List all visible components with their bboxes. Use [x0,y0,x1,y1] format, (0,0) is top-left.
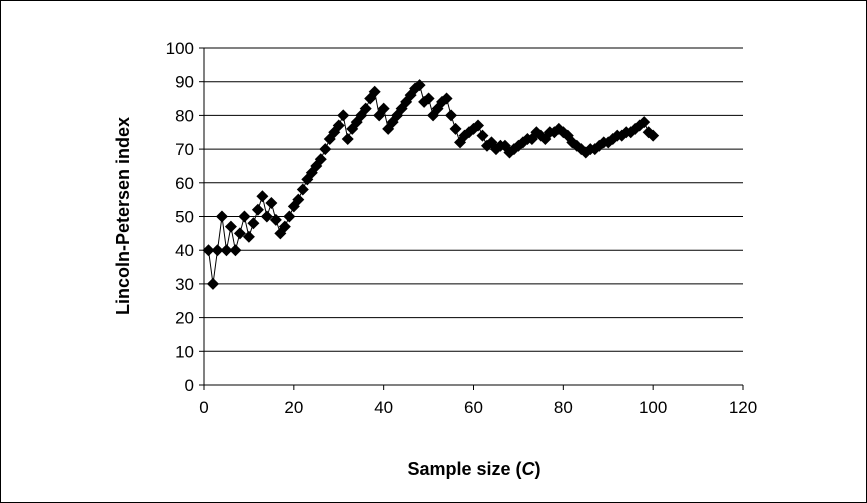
y-tick-label-90: 90 [175,73,194,92]
data-point-68 [503,146,516,159]
data-point-12 [251,203,264,216]
data-point-5 [220,244,233,257]
data-point-21 [292,193,305,206]
data-point-54 [440,92,453,105]
data-point-1 [202,244,215,257]
data-point-15 [265,197,278,210]
x-tick-label-60: 60 [464,398,483,417]
data-point-14 [260,210,273,223]
data-point-8 [233,227,246,240]
y-tick-label-100: 100 [166,39,194,58]
data-point-55 [445,109,458,122]
data-point-19 [283,210,296,223]
y-tick-label-80: 80 [175,106,194,125]
data-point-79 [552,122,565,135]
y-tick-label-10: 10 [175,342,194,361]
x-tick-label-0: 0 [199,398,208,417]
data-point-56 [449,122,462,135]
data-point-7 [229,244,242,257]
data-point-26 [314,153,327,166]
data-point-27 [319,143,332,156]
data-point-38 [368,85,381,98]
x-axis-title: Sample size (C) [407,459,540,479]
data-point-30 [332,119,345,132]
y-tick-label-20: 20 [175,309,194,328]
data-point-3 [211,244,224,257]
data-point-31 [337,109,350,122]
data-point-18 [278,220,291,233]
y-tick-label-70: 70 [175,140,194,159]
data-point-36 [359,102,372,115]
y-tick-labels: 0 10 20 30 40 50 60 70 80 90 100 [166,39,194,395]
y-tick-label-60: 60 [175,174,194,193]
data-point-16 [269,213,282,226]
data-point-4 [215,210,228,223]
gridlines [204,47,743,352]
data-point-100 [647,129,660,142]
axes [199,47,744,390]
y-tick-label-40: 40 [175,241,194,260]
x-tick-labels: 0 20 40 60 80 100 120 [199,398,757,417]
data-point-98 [638,116,651,129]
y-tick-label-30: 30 [175,275,194,294]
data-point-61 [471,119,484,132]
x-tick-label-120: 120 [729,398,757,417]
data-point-11 [247,217,260,230]
y-axis-title: Lincoln-Petersen index [113,117,133,315]
x-tick-label-40: 40 [374,398,393,417]
y-tick-label-50: 50 [175,208,194,227]
data-point-13 [256,190,269,203]
x-tick-label-80: 80 [554,398,573,417]
data-point-50 [422,92,435,105]
x-axis-title-close: ) [535,459,541,479]
x-axis-title-variable: C [522,459,536,479]
x-axis-title-text: Sample size ( [407,459,521,479]
data-point-48 [413,79,426,92]
data-point-40 [377,102,390,115]
y-tick-label-0: 0 [185,376,194,395]
data-point-62 [476,129,489,142]
data-point-22 [296,183,309,196]
x-tick-label-100: 100 [639,398,667,417]
data-point-6 [224,220,237,233]
data-point-10 [242,230,255,243]
data-point-9 [238,210,251,223]
data-point-2 [206,277,219,290]
data-point-32 [341,132,354,145]
data-markers [202,79,660,290]
x-tick-label-20: 20 [284,398,303,417]
